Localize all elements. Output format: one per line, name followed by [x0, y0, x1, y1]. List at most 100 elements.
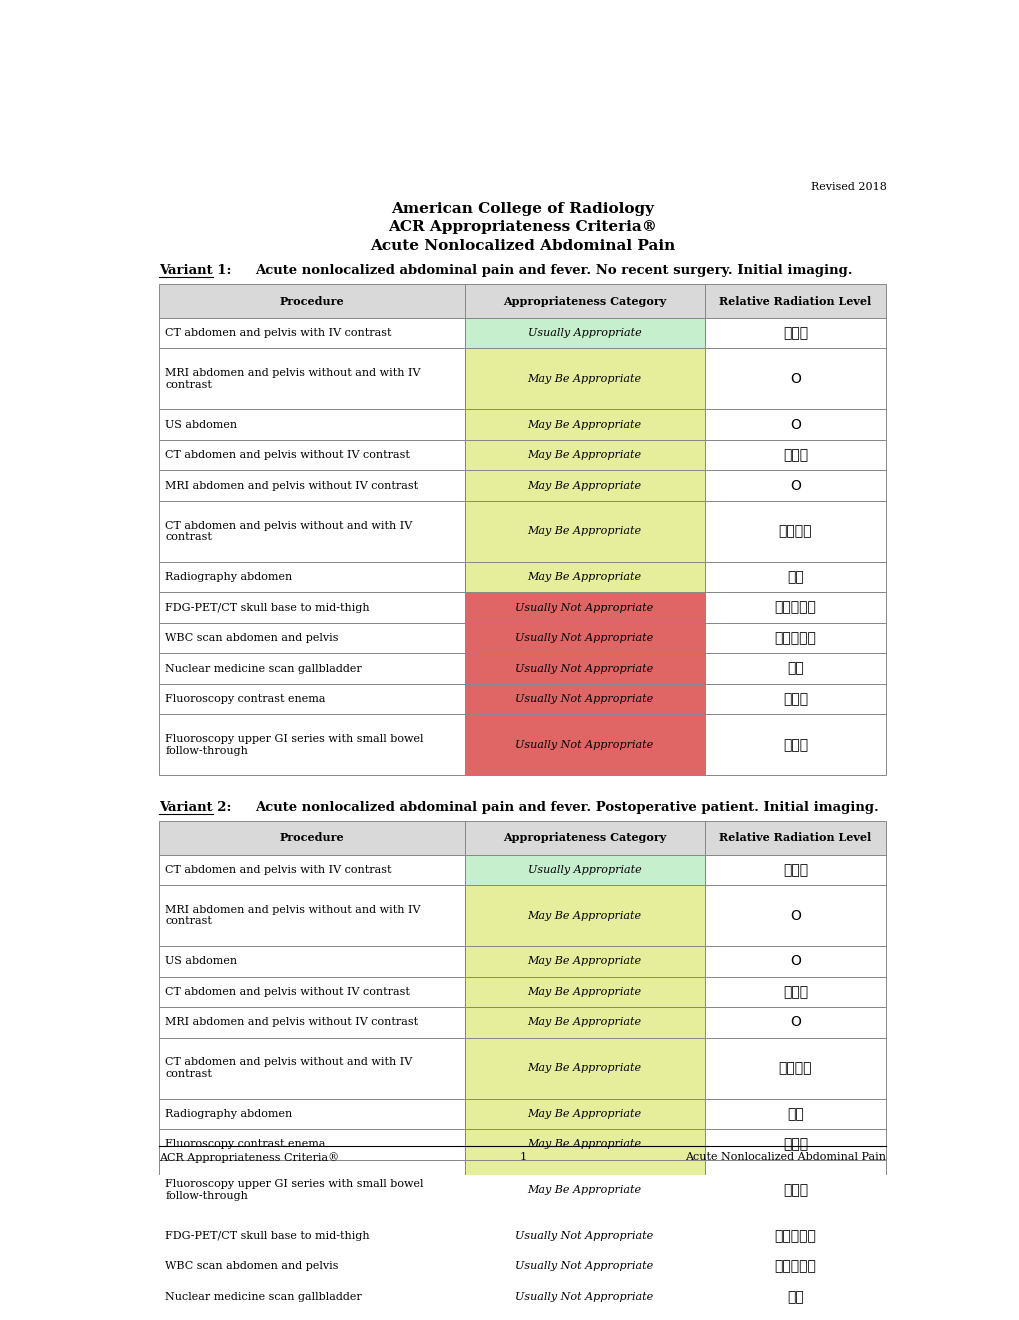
Bar — [464, 886, 704, 946]
Text: Usually Appropriate: Usually Appropriate — [527, 865, 641, 875]
Bar — [464, 1098, 704, 1129]
Bar — [704, 470, 886, 500]
Bar — [159, 440, 464, 470]
Text: American College of Radiology: American College of Radiology — [391, 202, 653, 216]
Bar — [464, 684, 704, 714]
Bar — [704, 977, 886, 1007]
Bar — [464, 1129, 704, 1159]
Bar — [159, 854, 464, 886]
Text: 1: 1 — [519, 1152, 526, 1163]
Text: US abdomen: US abdomen — [165, 957, 237, 966]
Bar — [704, 318, 886, 348]
Text: May Be Appropriate: May Be Appropriate — [527, 527, 641, 536]
Text: Acute nonlocalized abdominal pain and fever. Postoperative patient. Initial imag: Acute nonlocalized abdominal pain and fe… — [256, 801, 878, 813]
Text: Procedure: Procedure — [279, 296, 343, 306]
Bar — [159, 886, 464, 946]
Bar — [159, 593, 464, 623]
Bar — [159, 562, 464, 593]
Bar — [464, 470, 704, 500]
Bar — [159, 318, 464, 348]
Text: Acute Nonlocalized Abdominal Pain: Acute Nonlocalized Abdominal Pain — [370, 239, 675, 252]
Text: O: O — [790, 479, 800, 492]
Text: May Be Appropriate: May Be Appropriate — [527, 374, 641, 384]
Text: FDG-PET/CT skull base to mid-thigh: FDG-PET/CT skull base to mid-thigh — [165, 603, 370, 612]
Bar — [159, 1038, 464, 1098]
Text: ⦿⦿⦿: ⦿⦿⦿ — [783, 738, 807, 752]
Bar — [159, 714, 464, 775]
Bar — [159, 1282, 464, 1312]
Bar — [704, 1038, 886, 1098]
Text: Relative Radiation Level: Relative Radiation Level — [718, 296, 871, 306]
Text: ⦿⦿⦿: ⦿⦿⦿ — [783, 692, 807, 706]
Text: Usually Not Appropriate: Usually Not Appropriate — [515, 603, 653, 612]
Bar — [464, 1251, 704, 1282]
Bar — [464, 653, 704, 684]
Bar — [704, 714, 886, 775]
Text: Radiography abdomen: Radiography abdomen — [165, 1109, 292, 1119]
Bar — [464, 318, 704, 348]
Bar — [704, 409, 886, 440]
Text: MRI abdomen and pelvis without IV contrast: MRI abdomen and pelvis without IV contra… — [165, 1018, 418, 1027]
Text: ⦿⦿: ⦿⦿ — [787, 570, 803, 585]
Bar — [159, 1221, 464, 1251]
Text: Usually Not Appropriate: Usually Not Appropriate — [515, 664, 653, 673]
Text: Usually Not Appropriate: Usually Not Appropriate — [515, 1262, 653, 1271]
Text: ⦿⦿: ⦿⦿ — [787, 1290, 803, 1304]
Bar — [159, 623, 464, 653]
Bar — [704, 1282, 886, 1312]
Text: CT abdomen and pelvis without IV contrast: CT abdomen and pelvis without IV contras… — [165, 450, 410, 461]
Bar — [704, 1129, 886, 1159]
Bar — [464, 977, 704, 1007]
Text: Usually Not Appropriate: Usually Not Appropriate — [515, 1292, 653, 1302]
Bar — [159, 1098, 464, 1129]
Bar — [159, 684, 464, 714]
Bar — [159, 1129, 464, 1159]
Text: ⦿⦿⦿: ⦿⦿⦿ — [783, 449, 807, 462]
Text: Fluoroscopy contrast enema: Fluoroscopy contrast enema — [165, 1139, 326, 1150]
Bar — [464, 593, 704, 623]
Bar — [464, 500, 704, 562]
Bar — [704, 1221, 886, 1251]
Text: ⦿⦿⦿⦿: ⦿⦿⦿⦿ — [777, 524, 811, 539]
Bar — [704, 854, 886, 886]
Bar — [159, 821, 464, 854]
Text: CT abdomen and pelvis without and with IV
contrast: CT abdomen and pelvis without and with I… — [165, 1057, 413, 1078]
Text: ⦿⦿⦿⦿⦿: ⦿⦿⦿⦿⦿ — [773, 601, 815, 615]
Text: May Be Appropriate: May Be Appropriate — [527, 450, 641, 461]
Text: May Be Appropriate: May Be Appropriate — [527, 1018, 641, 1027]
Bar — [464, 623, 704, 653]
Bar — [704, 946, 886, 977]
Bar — [704, 653, 886, 684]
Text: Fluoroscopy upper GI series with small bowel
follow-through: Fluoroscopy upper GI series with small b… — [165, 1179, 424, 1201]
Text: May Be Appropriate: May Be Appropriate — [527, 420, 641, 430]
Bar — [464, 284, 704, 318]
Text: Usually Not Appropriate: Usually Not Appropriate — [515, 1230, 653, 1241]
Text: Fluoroscopy upper GI series with small bowel
follow-through: Fluoroscopy upper GI series with small b… — [165, 734, 424, 755]
Text: ⦿⦿⦿⦿⦿: ⦿⦿⦿⦿⦿ — [773, 1229, 815, 1243]
Text: O: O — [790, 908, 800, 923]
Text: May Be Appropriate: May Be Appropriate — [527, 1185, 641, 1195]
Text: May Be Appropriate: May Be Appropriate — [527, 572, 641, 582]
Text: O: O — [790, 954, 800, 969]
Bar — [704, 684, 886, 714]
Bar — [704, 348, 886, 409]
Bar — [704, 500, 886, 562]
Text: ⦿⦿: ⦿⦿ — [787, 661, 803, 676]
Bar — [704, 886, 886, 946]
Text: Appropriateness Category: Appropriateness Category — [502, 833, 665, 843]
Bar — [704, 1251, 886, 1282]
Bar — [464, 1221, 704, 1251]
Text: ⦿⦿⦿: ⦿⦿⦿ — [783, 985, 807, 999]
Bar — [159, 1159, 464, 1221]
Text: Procedure: Procedure — [279, 833, 343, 843]
Bar — [464, 348, 704, 409]
Bar — [704, 1159, 886, 1221]
Text: May Be Appropriate: May Be Appropriate — [527, 480, 641, 491]
Bar — [704, 562, 886, 593]
Text: MRI abdomen and pelvis without and with IV
contrast: MRI abdomen and pelvis without and with … — [165, 368, 421, 389]
Text: ACR Appropriateness Criteria®: ACR Appropriateness Criteria® — [388, 220, 656, 235]
Text: MRI abdomen and pelvis without IV contrast: MRI abdomen and pelvis without IV contra… — [165, 480, 418, 491]
Bar — [464, 1282, 704, 1312]
Text: MRI abdomen and pelvis without and with IV
contrast: MRI abdomen and pelvis without and with … — [165, 904, 421, 927]
Bar — [464, 562, 704, 593]
